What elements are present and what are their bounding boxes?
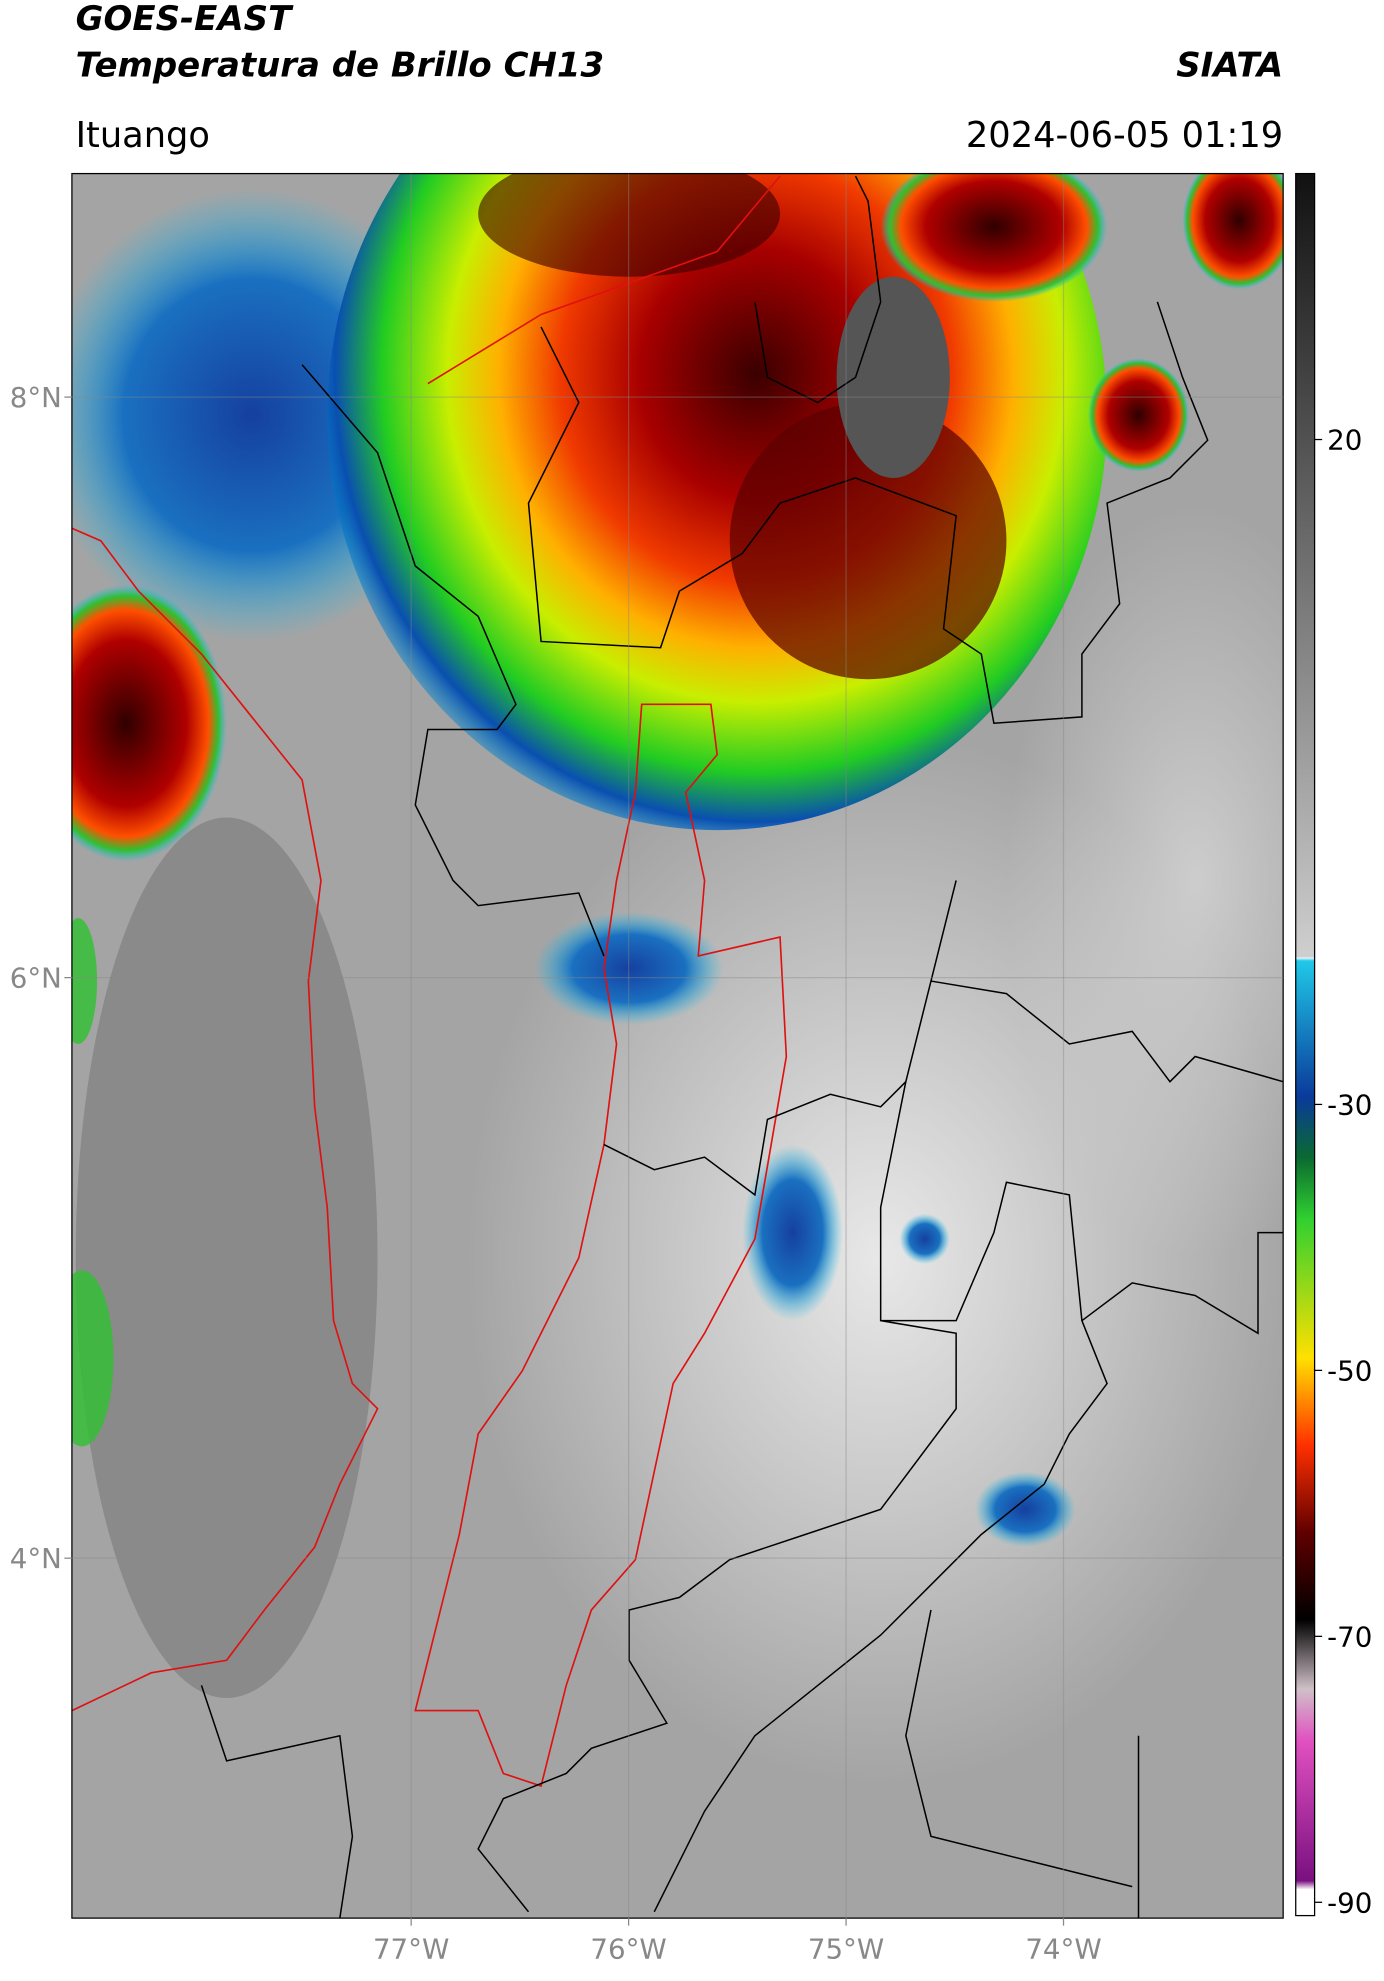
x-tick-label: 77°W [373,1932,449,1965]
colorbar-tick-label: -90 [1327,1886,1372,1919]
subtitle: Temperatura de Brillo CH13 [76,46,604,86]
x-tick-label: 74°W [1025,1932,1101,1965]
colorbar-tick-label: -30 [1327,1088,1372,1121]
colorbar-tick-label: 20 [1327,424,1362,457]
colorbar [1295,172,1316,1917]
source: SIATA [1176,46,1283,86]
y-tick-label: 8°N [10,381,62,414]
y-tick-label: 6°N [10,962,62,995]
x-tick-label: 75°W [808,1932,884,1965]
x-tick-label: 76°W [590,1932,666,1965]
y-tick-label: 4°N [10,1542,62,1575]
colorbar-tick-label: -50 [1327,1354,1372,1387]
title: GOES-EAST [76,0,294,39]
datetime: 2024-06-05 01:19 [966,115,1283,156]
location: Ituango [76,115,210,156]
colorbar-tick-label: -70 [1327,1620,1372,1653]
map-image [71,173,1284,1919]
map-frame [71,172,1284,1919]
